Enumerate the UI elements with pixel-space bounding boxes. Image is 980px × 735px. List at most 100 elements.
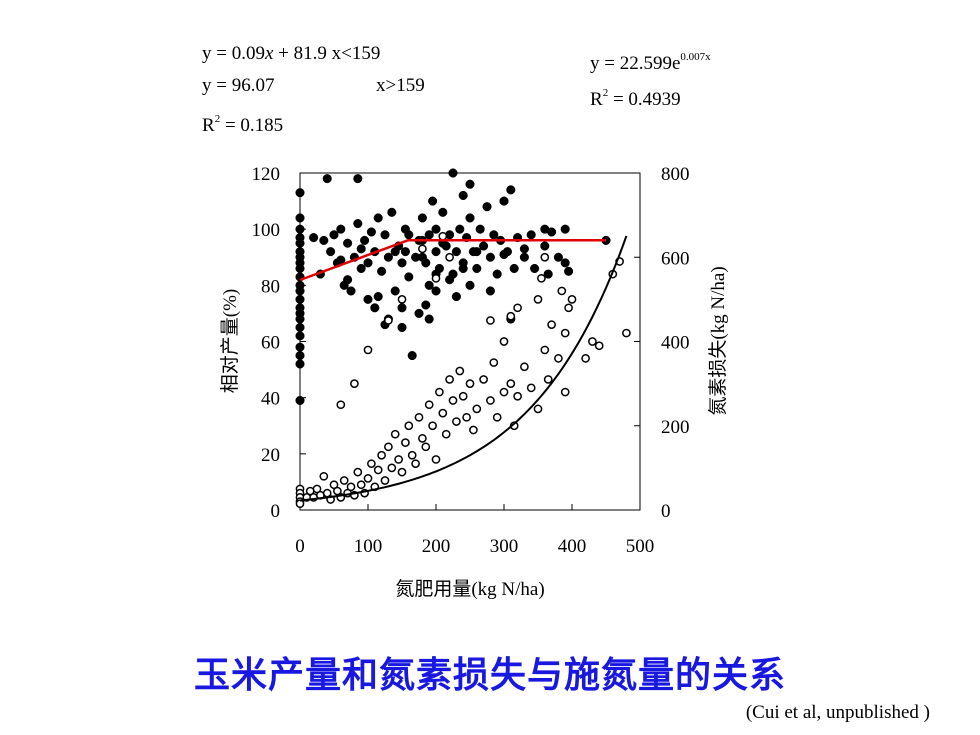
y-left-tick-label: 20 <box>261 445 280 466</box>
loss-point <box>533 295 543 304</box>
yield-point <box>356 263 366 274</box>
yield-point <box>336 224 346 234</box>
loss-point <box>486 396 495 405</box>
yield-point <box>356 244 366 254</box>
loss-point <box>438 231 448 241</box>
y-left-tick-label: 0 <box>271 501 281 522</box>
loss-point <box>418 434 427 443</box>
yield-point <box>421 300 431 310</box>
yield-point <box>448 168 458 178</box>
yield-point <box>373 213 383 223</box>
loss-point <box>414 412 424 422</box>
loss-point <box>547 320 556 329</box>
y-right-tick-label: 600 <box>661 248 690 269</box>
yield-point <box>465 179 475 189</box>
loss-point <box>319 471 329 481</box>
loss-point <box>336 400 346 410</box>
yield-point <box>343 238 353 248</box>
loss-point <box>397 467 407 477</box>
yield-point <box>397 322 407 333</box>
loss-point <box>506 379 516 388</box>
yield-point <box>295 314 305 324</box>
loss-point <box>404 421 414 431</box>
loss-r-squared: R2 = 0.4939 <box>590 87 681 110</box>
yield-point <box>295 263 305 274</box>
y-left-tick-label: 100 <box>252 220 281 241</box>
loss-point <box>526 383 536 393</box>
x-tick-label: 100 <box>354 536 383 557</box>
yield-point <box>424 280 434 290</box>
loss-point <box>492 412 502 422</box>
yield-point <box>360 235 370 245</box>
loss-equation: y = 22.599e0.007x <box>590 51 711 74</box>
yield-point <box>343 275 353 285</box>
yield-point <box>509 263 519 274</box>
yield-point <box>431 286 441 296</box>
loss-point <box>455 366 465 376</box>
y-right-tick-label: 0 <box>661 501 671 522</box>
yield-point <box>489 230 499 240</box>
yield-point <box>475 224 485 234</box>
yield-point <box>400 247 410 257</box>
yield-point <box>553 252 563 262</box>
loss-point <box>438 408 448 418</box>
loss-point <box>387 463 397 473</box>
loss-point <box>428 421 437 431</box>
loss-point <box>445 252 454 262</box>
loss-point <box>472 404 482 414</box>
yield-point <box>319 235 329 245</box>
yield-point <box>295 395 305 406</box>
yield-point <box>445 275 455 285</box>
yield-point <box>479 241 489 251</box>
loss-point <box>533 404 543 414</box>
loss-point <box>407 450 417 460</box>
x-tick-label: 200 <box>422 536 451 557</box>
yield-point <box>465 280 475 290</box>
yield-point <box>526 230 536 240</box>
yield-point <box>322 174 332 184</box>
yield-point <box>397 258 407 268</box>
yield-point <box>499 249 509 259</box>
loss-point <box>554 354 563 363</box>
yield-point <box>295 238 305 248</box>
yield-point <box>438 207 448 217</box>
yield-point <box>390 286 400 296</box>
yield-point <box>295 322 305 333</box>
yield-point <box>309 233 319 243</box>
loss-point <box>363 345 373 355</box>
yield-point <box>404 272 414 282</box>
yield-point <box>353 174 363 184</box>
loss-point <box>489 358 499 367</box>
loss-point <box>363 474 373 483</box>
yield-point <box>366 227 376 237</box>
yield-point <box>492 269 502 279</box>
yield-point <box>295 359 305 369</box>
y-left-tick-label: 80 <box>261 276 280 297</box>
loss-point <box>622 328 631 338</box>
loss-point <box>390 429 400 439</box>
y-right-tick-label: 200 <box>661 417 690 438</box>
yield-point <box>295 224 305 234</box>
yield-point <box>482 202 492 212</box>
yield-point <box>353 219 363 229</box>
loss-point <box>445 375 454 384</box>
loss-point <box>367 459 376 469</box>
yield-point <box>560 258 570 268</box>
loss-point <box>560 387 570 397</box>
yield-point <box>499 196 509 206</box>
y-right-tick-label: 400 <box>661 333 690 354</box>
y-left-tick-label: 40 <box>261 389 280 410</box>
yield-point <box>295 188 305 198</box>
yield-point <box>455 224 465 234</box>
yield-point <box>329 230 339 240</box>
yield-point <box>424 230 434 240</box>
loss-point <box>377 450 386 460</box>
loss-point <box>479 375 488 384</box>
loss-point <box>353 467 363 477</box>
yield-point <box>363 258 373 268</box>
yield-equation-line1: y = 0.09x + 81.9 x<159 <box>202 43 381 64</box>
yield-point <box>407 350 417 361</box>
yield-point <box>377 266 387 276</box>
yield-point <box>560 224 570 234</box>
